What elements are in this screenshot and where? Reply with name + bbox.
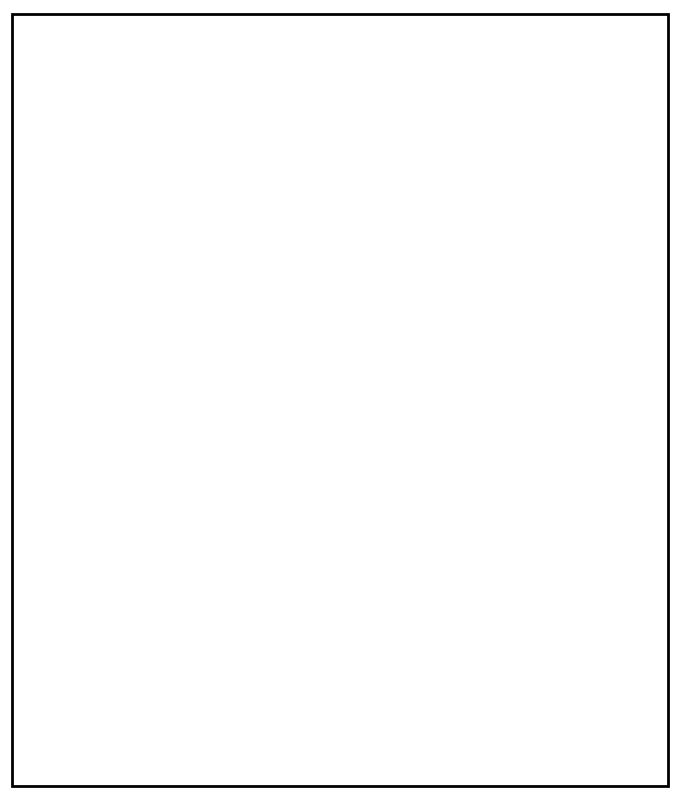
Text: s + 1: s + 1 <box>422 290 449 298</box>
Bar <box>146 261 207 307</box>
Text: +: + <box>216 274 225 284</box>
Text: +: + <box>530 274 539 284</box>
Text: Q:\ For the folowing block diagram:: Q:\ For the folowing block diagram: <box>61 110 326 123</box>
Text: Exp_6 assignment: Exp_6 assignment <box>61 88 196 103</box>
Text: −: − <box>237 305 246 314</box>
Text: +: + <box>509 305 518 314</box>
Text: Control Lab: Control Lab <box>61 66 150 80</box>
Text: 2-  Find the overall transfer function for the system and find step response and: 2- Find the overall transfer function fo… <box>88 163 648 177</box>
Text: 2: 2 <box>306 269 313 282</box>
Text: 0.4s + 1: 0.4s + 1 <box>275 381 316 390</box>
Bar <box>265 355 326 397</box>
Bar <box>269 260 350 308</box>
Text: 1: 1 <box>432 270 439 281</box>
Text: +: + <box>93 274 103 284</box>
Circle shape <box>231 271 252 297</box>
Bar <box>408 261 462 307</box>
Bar <box>405 355 466 397</box>
Text: s² + 4s + 1: s² + 4s + 1 <box>280 290 339 299</box>
Text: 1-  Simulate the system in simulink for step and sinusoidal signals?: 1- Simulate the system in simulink for s… <box>88 139 564 154</box>
Text: prove that the system is stable?: prove that the system is stable? <box>88 186 335 200</box>
Text: 1: 1 <box>292 364 299 373</box>
Text: Third year: Third year <box>61 44 139 58</box>
Circle shape <box>503 271 524 297</box>
Text: 1: 1 <box>173 270 180 281</box>
Circle shape <box>108 271 130 297</box>
Text: −: − <box>114 305 124 314</box>
Text: 1.2s + 1: 1.2s + 1 <box>415 381 456 390</box>
Text: 0.8s + 1: 0.8s + 1 <box>155 290 199 298</box>
Text: 1: 1 <box>432 364 439 373</box>
